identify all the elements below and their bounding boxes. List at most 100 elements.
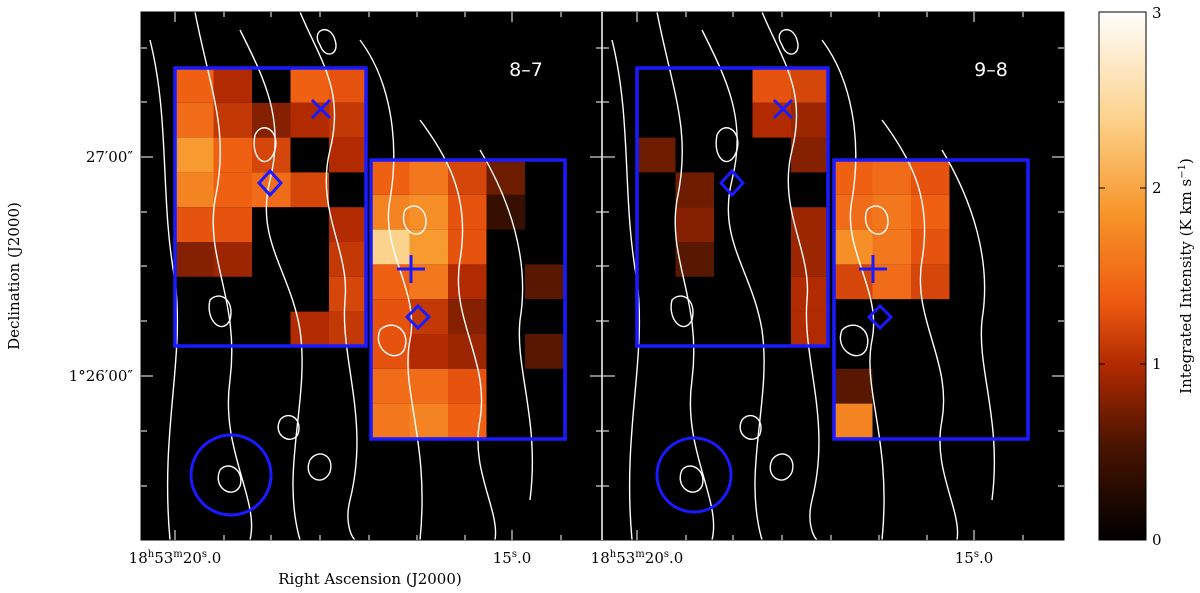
region-box-south <box>832 158 1030 441</box>
heatmap-cell <box>175 242 214 277</box>
region-box-south <box>369 158 567 441</box>
colorbar-label: Integrated Intensity (K km s−1) <box>1177 158 1195 394</box>
heatmap-cell <box>911 194 950 230</box>
heatmap-cell <box>409 160 448 195</box>
heatmap-cell <box>525 264 564 300</box>
heatmap-cell <box>525 334 564 369</box>
contour-line <box>761 12 820 540</box>
region-box-north <box>635 66 830 348</box>
contour-line <box>402 205 427 235</box>
y-tick-label: 1°26′00″ <box>69 367 134 385</box>
colorbar: 0 1 2 3 Integrated Intensity (K km s−1) <box>1098 4 1195 549</box>
panel-label: 9–8 <box>974 59 1008 81</box>
heatmap-cell <box>409 194 448 230</box>
x-cross-marker <box>772 98 794 120</box>
contour-line <box>701 29 765 540</box>
heatmap-cell <box>409 334 448 369</box>
heatmap-cell <box>329 242 368 277</box>
heatmap-cell <box>448 229 487 265</box>
colorbar-ticks <box>1099 187 1146 365</box>
heatmap-cell <box>486 160 525 195</box>
plus-marker <box>859 255 887 283</box>
contour-line <box>778 29 799 55</box>
heatmap-cell <box>911 264 950 300</box>
heatmap-cell <box>791 311 830 347</box>
heatmap-cell <box>290 68 329 103</box>
contour-line <box>739 415 762 440</box>
x-cross-marker <box>310 98 332 120</box>
diamond-marker <box>256 168 284 198</box>
contour-line <box>299 12 358 540</box>
heatmap-cell <box>371 403 410 439</box>
contour-line <box>217 465 242 493</box>
x-tick-label: 15s.0 <box>493 549 532 567</box>
heatmap-cell <box>675 172 714 208</box>
contour-line <box>715 127 739 163</box>
heatmap-cell <box>329 137 368 173</box>
heatmap-cell <box>371 160 410 195</box>
contour-line <box>307 453 332 481</box>
heatmap-cell <box>409 403 448 439</box>
colorbar-tick-label: 2 <box>1152 179 1162 197</box>
heatmap-cell <box>911 160 950 195</box>
heatmap-cell <box>791 242 830 277</box>
panel-8-7: 8–7 <box>140 11 603 541</box>
contour-line <box>656 12 715 540</box>
heatmap-cell <box>791 102 830 138</box>
heatmap-cell <box>329 276 368 312</box>
heatmap-cell <box>791 276 830 312</box>
heatmap-cell <box>213 242 252 277</box>
contour-line <box>359 39 423 540</box>
heatmap-cell <box>872 194 911 230</box>
colorbar-tick-label: 0 <box>1152 531 1162 549</box>
panel-9-8-heatmap <box>637 68 950 439</box>
plus-marker <box>397 255 425 283</box>
heatmap-cell <box>290 311 329 347</box>
contour-line <box>864 205 889 235</box>
heatmap-cell <box>791 207 830 242</box>
contour-line <box>941 149 996 501</box>
heatmap-cell <box>448 194 487 230</box>
heatmap-cell <box>213 172 252 208</box>
heatmap-cell <box>675 207 714 242</box>
x-tick-label: 15s.0 <box>955 549 994 567</box>
x-tick-label: 18h53m20s.0 <box>591 549 684 567</box>
heatmap-cell <box>675 242 714 277</box>
contour-line <box>194 12 253 540</box>
heatmap-cell <box>409 229 448 265</box>
heatmap-cell <box>834 229 873 265</box>
contour-line <box>419 119 497 540</box>
svg-text:15s.0: 15s.0 <box>493 549 532 567</box>
contour-line <box>839 324 869 357</box>
heatmap-cell <box>448 264 487 300</box>
heatmap-cell <box>834 403 873 439</box>
heatmap-cell <box>791 68 830 103</box>
heatmap-cell <box>409 368 448 404</box>
heatmap-cell <box>175 68 214 103</box>
panel-9-8-contours <box>611 12 996 540</box>
contour-line <box>239 29 303 540</box>
contour-line <box>253 127 277 163</box>
heatmap-cell <box>371 368 410 404</box>
contour-line <box>821 39 885 540</box>
svg-text:15s.0: 15s.0 <box>955 549 994 567</box>
heatmap-cell <box>911 229 950 265</box>
heatmap-cell <box>637 137 676 173</box>
contour-line <box>679 465 704 493</box>
contour-line <box>277 415 300 440</box>
panel-9-8-frame <box>602 11 1065 541</box>
contour-line <box>208 295 232 328</box>
heatmap-cell <box>329 207 368 242</box>
heatmap-cell <box>175 172 214 208</box>
heatmap-cell <box>448 160 487 195</box>
contour-line <box>881 119 959 540</box>
heatmap-cell <box>290 172 329 208</box>
heatmap-cell <box>448 368 487 404</box>
contour-line <box>316 29 337 55</box>
contour-line <box>479 149 534 501</box>
colorbar-tick-label: 3 <box>1152 4 1162 22</box>
panel-label: 8–7 <box>509 59 543 81</box>
diamond-marker <box>718 168 746 198</box>
panel-9-8: 9–8 <box>602 11 1065 541</box>
